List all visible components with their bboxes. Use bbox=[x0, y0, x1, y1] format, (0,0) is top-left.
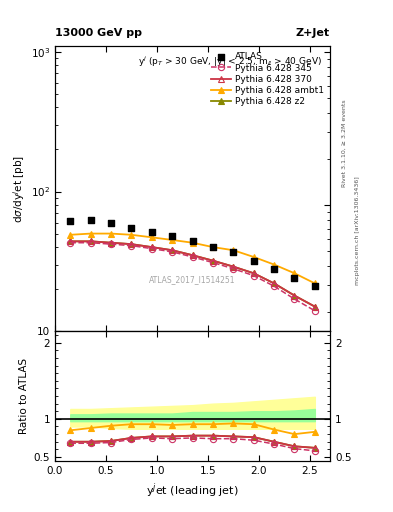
Pythia 6.428 370 bbox=[211, 258, 215, 264]
Pythia 6.428 370 bbox=[252, 270, 256, 276]
Pythia 6.428 345 bbox=[68, 240, 73, 246]
Text: mcplots.cern.ch [arXiv:1306.3436]: mcplots.cern.ch [arXiv:1306.3436] bbox=[355, 176, 360, 285]
ATLAS bbox=[230, 248, 237, 256]
ATLAS bbox=[312, 282, 318, 290]
Pythia 6.428 ambt1 bbox=[272, 262, 276, 268]
ATLAS bbox=[169, 232, 175, 240]
ATLAS bbox=[271, 265, 277, 273]
Pythia 6.428 370 bbox=[190, 252, 195, 258]
X-axis label: y$^{j}$et (leading jet): y$^{j}$et (leading jet) bbox=[146, 481, 239, 500]
Y-axis label: d$\sigma$/dy$^{j}$et [pb]: d$\sigma$/dy$^{j}$et [pb] bbox=[11, 155, 27, 223]
ATLAS bbox=[149, 228, 155, 237]
Pythia 6.428 345 bbox=[272, 283, 276, 289]
Pythia 6.428 ambt1 bbox=[170, 237, 174, 243]
Pythia 6.428 345 bbox=[149, 246, 154, 252]
Pythia 6.428 370 bbox=[170, 247, 174, 253]
Pythia 6.428 z2 bbox=[252, 270, 256, 276]
Pythia 6.428 ambt1 bbox=[252, 254, 256, 260]
Pythia 6.428 ambt1 bbox=[109, 230, 114, 237]
Pythia 6.428 345 bbox=[109, 241, 114, 247]
Pythia 6.428 345 bbox=[190, 254, 195, 260]
Pythia 6.428 370 bbox=[292, 292, 297, 298]
Pythia 6.428 z2 bbox=[312, 304, 317, 310]
Pythia 6.428 z2 bbox=[68, 238, 73, 244]
Text: ATLAS_2017_I1514251: ATLAS_2017_I1514251 bbox=[149, 275, 236, 284]
Line: Pythia 6.428 345: Pythia 6.428 345 bbox=[67, 240, 318, 314]
Text: Rivet 3.1.10, ≥ 3.2M events: Rivet 3.1.10, ≥ 3.2M events bbox=[342, 99, 346, 187]
Pythia 6.428 z2 bbox=[129, 241, 134, 247]
Pythia 6.428 345 bbox=[252, 272, 256, 279]
Pythia 6.428 345 bbox=[170, 249, 174, 255]
Pythia 6.428 370 bbox=[68, 238, 73, 244]
ATLAS bbox=[251, 257, 257, 265]
Pythia 6.428 z2 bbox=[292, 292, 297, 298]
Pythia 6.428 370 bbox=[129, 241, 134, 247]
Pythia 6.428 ambt1 bbox=[68, 232, 73, 238]
Pythia 6.428 ambt1 bbox=[292, 270, 297, 276]
Pythia 6.428 345 bbox=[211, 260, 215, 266]
ATLAS bbox=[291, 274, 298, 282]
Pythia 6.428 ambt1 bbox=[211, 244, 215, 250]
Pythia 6.428 370 bbox=[312, 304, 317, 310]
Pythia 6.428 z2 bbox=[231, 264, 236, 270]
Line: Pythia 6.428 370: Pythia 6.428 370 bbox=[67, 238, 318, 310]
ATLAS bbox=[189, 237, 196, 245]
Pythia 6.428 345 bbox=[129, 243, 134, 249]
Text: Z+Jet: Z+Jet bbox=[296, 28, 330, 38]
Pythia 6.428 345 bbox=[88, 240, 93, 246]
ATLAS bbox=[67, 217, 73, 225]
Pythia 6.428 ambt1 bbox=[129, 232, 134, 238]
Legend: ATLAS, Pythia 6.428 345, Pythia 6.428 370, Pythia 6.428 ambt1, Pythia 6.428 z2: ATLAS, Pythia 6.428 345, Pythia 6.428 37… bbox=[209, 51, 326, 108]
ATLAS bbox=[88, 216, 94, 224]
Pythia 6.428 z2 bbox=[211, 258, 215, 264]
Pythia 6.428 z2 bbox=[109, 240, 114, 246]
Line: Pythia 6.428 ambt1: Pythia 6.428 ambt1 bbox=[67, 230, 318, 287]
Pythia 6.428 345 bbox=[312, 308, 317, 314]
Pythia 6.428 370 bbox=[149, 244, 154, 250]
Line: Pythia 6.428 z2: Pythia 6.428 z2 bbox=[68, 239, 318, 309]
Pythia 6.428 370 bbox=[272, 280, 276, 286]
Pythia 6.428 ambt1 bbox=[88, 230, 93, 237]
Pythia 6.428 z2 bbox=[190, 252, 195, 258]
Pythia 6.428 370 bbox=[231, 264, 236, 270]
Pythia 6.428 z2 bbox=[170, 247, 174, 253]
ATLAS bbox=[108, 219, 114, 227]
Pythia 6.428 ambt1 bbox=[312, 280, 317, 286]
ATLAS bbox=[210, 243, 216, 251]
Pythia 6.428 370 bbox=[109, 240, 114, 246]
Pythia 6.428 ambt1 bbox=[149, 234, 154, 241]
Y-axis label: Ratio to ATLAS: Ratio to ATLAS bbox=[20, 358, 29, 434]
Text: 13000 GeV pp: 13000 GeV pp bbox=[55, 28, 142, 38]
Pythia 6.428 z2 bbox=[272, 280, 276, 286]
ATLAS bbox=[128, 224, 134, 232]
Text: y$^{j}$ (p$_T$ > 30 GeV, |y| < 2.5, m$_{ll}$ > 40 GeV): y$^{j}$ (p$_T$ > 30 GeV, |y| < 2.5, m$_{… bbox=[138, 55, 322, 69]
Pythia 6.428 z2 bbox=[149, 244, 154, 250]
Pythia 6.428 345 bbox=[231, 266, 236, 272]
Pythia 6.428 ambt1 bbox=[190, 240, 195, 246]
Pythia 6.428 ambt1 bbox=[231, 247, 236, 253]
Pythia 6.428 z2 bbox=[88, 238, 93, 244]
Pythia 6.428 370 bbox=[88, 238, 93, 244]
Pythia 6.428 345 bbox=[292, 296, 297, 302]
